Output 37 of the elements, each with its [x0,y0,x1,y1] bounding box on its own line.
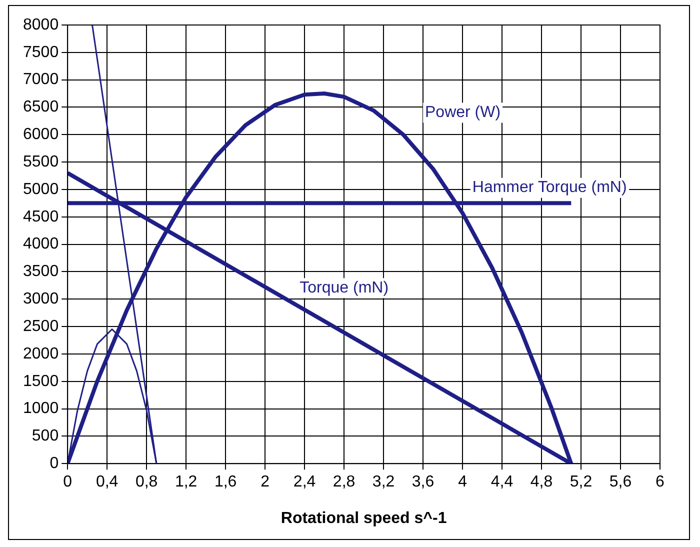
y-tick-label: 8000 [23,16,59,34]
y-tick-label: 6000 [23,126,59,144]
x-tick-label: 3,6 [412,474,434,491]
x-tick-label: 0,8 [135,474,158,491]
x-tick-label: 0 [63,474,72,491]
y-tick-label: 4000 [23,236,59,253]
y-tick-label: 7000 [23,71,59,88]
x-tick-label: 5,6 [609,474,632,491]
x-tick-label: 1,6 [214,474,237,491]
x-axis-title: Rotational speed s^-1 [280,510,447,527]
y-tick-label: 3500 [23,263,59,280]
y-tick-label: 1000 [23,400,59,418]
y-tick-label: 3000 [23,290,59,308]
x-tick-label: 2,4 [293,474,316,491]
x-tick-label: 2,8 [332,474,356,491]
x-tick-label: 5,2 [570,474,592,491]
y-tick-label: 7500 [23,44,59,61]
series-label: Torque (mN) [300,280,389,297]
y-tick-label: 0 [50,455,59,472]
y-tick-label: 1500 [23,372,59,390]
y-tick-label: 2000 [23,345,59,362]
x-tick-label: 4 [458,474,468,491]
y-tick-label: 2500 [23,318,59,335]
x-tick-label: 2 [260,474,270,491]
y-tick-label: 5500 [23,153,59,170]
x-tick-label: 6 [656,474,665,491]
x-tick-label: 3,2 [372,474,395,491]
series-label: Hammer Torque (mN) [472,179,627,196]
x-tick-label: 0,4 [96,474,118,491]
y-tick-label: 6500 [23,98,59,116]
y-tick-label: 5000 [23,180,59,198]
series-label: Power (W) [425,104,501,122]
y-tick-label: 4500 [23,208,59,226]
x-tick-label: 1,2 [174,474,198,491]
x-tick-label: 4,8 [530,474,553,491]
x-tick-label: 4,4 [490,474,514,491]
y-tick-label: 500 [32,428,59,445]
